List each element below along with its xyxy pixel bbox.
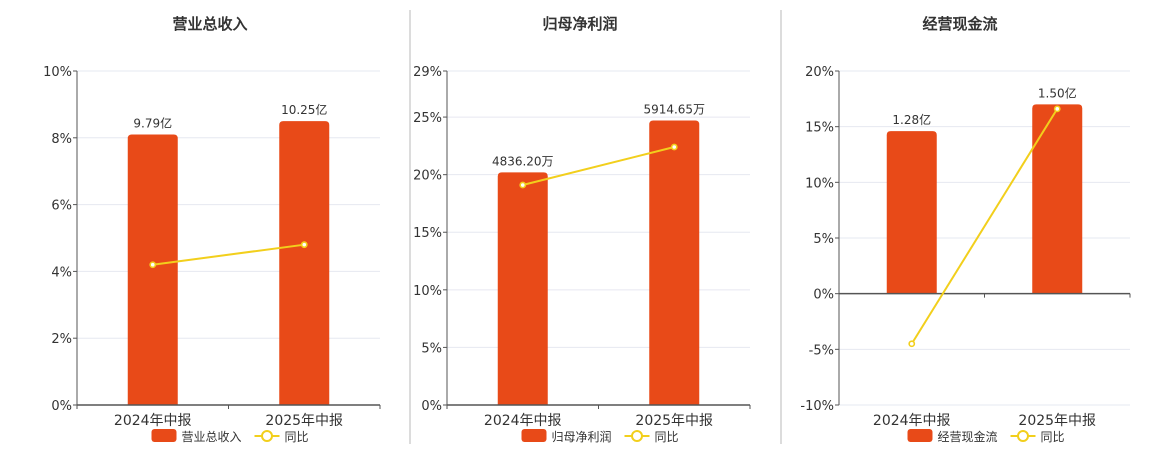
- y-tick-label: 10%: [413, 284, 442, 299]
- chart-title: 经营现金流: [922, 15, 997, 33]
- y-tick-label: 0%: [51, 399, 72, 414]
- legend-bar-swatch: [151, 429, 177, 442]
- y-tick-label: 10%: [805, 176, 834, 191]
- legend-bar-swatch: [907, 429, 933, 442]
- series-line: [910, 108, 1059, 345]
- y-tick-label: 5%: [421, 341, 442, 356]
- bar: [127, 134, 178, 405]
- line-point: [519, 181, 527, 189]
- y-tick-label: 25%: [413, 111, 442, 126]
- line-point: [300, 241, 308, 249]
- y-tick-label: 15%: [805, 121, 834, 136]
- y-tick-label: 0%: [421, 399, 442, 414]
- x-tick-label: 2024年中报: [873, 413, 951, 429]
- data-label: 4836.20万: [492, 154, 554, 168]
- y-tick-label: -10%: [800, 399, 834, 414]
- bar: [1032, 104, 1083, 294]
- legend-bar-label: 归母净利润: [552, 430, 612, 444]
- data-label: 1.28亿: [892, 112, 931, 127]
- chart-title: 归母净利润: [542, 15, 617, 33]
- legend-line-label: 同比: [285, 430, 309, 444]
- legend-line-label: 同比: [655, 430, 679, 444]
- data-label: 10.25亿: [281, 102, 327, 117]
- series-line: [522, 146, 675, 186]
- bar: [497, 172, 548, 405]
- data-label: 9.79亿: [133, 115, 172, 130]
- y-tick-label: 20%: [805, 65, 834, 80]
- bar: [886, 131, 937, 294]
- x-tick-label: 2025年中报: [635, 413, 713, 429]
- y-tick-label: 20%: [413, 169, 442, 184]
- data-label: 5914.65万: [643, 103, 705, 117]
- y-tick-label: 15%: [413, 226, 442, 241]
- legend-bar-swatch: [521, 429, 547, 442]
- legend-line-marker: [261, 430, 273, 442]
- y-tick-label: 2%: [51, 332, 72, 347]
- x-tick-label: 2025年中报: [265, 413, 343, 429]
- y-tick-label: -5%: [809, 343, 834, 358]
- y-tick-label: 4%: [51, 265, 72, 280]
- line-point: [1053, 105, 1061, 113]
- y-tick-label: 6%: [51, 199, 72, 214]
- line-point: [670, 143, 678, 151]
- data-label: 1.50亿: [1038, 85, 1077, 100]
- legend-bar-label: 营业总收入: [182, 430, 242, 444]
- y-tick-label: 5%: [813, 232, 834, 247]
- x-tick-label: 2025年中报: [1018, 413, 1096, 429]
- line-point: [908, 340, 916, 348]
- chart-title: 营业总收入: [172, 15, 247, 33]
- bar: [649, 120, 700, 405]
- series-line: [152, 243, 305, 266]
- legend-bar-label: 经营现金流: [938, 429, 998, 444]
- legend-line-marker: [1017, 430, 1029, 442]
- y-tick-label: 10%: [43, 65, 72, 80]
- y-tick-label: 8%: [51, 132, 72, 147]
- y-tick-label: 29%: [413, 65, 442, 80]
- bar: [279, 121, 330, 405]
- y-tick-label: 0%: [813, 288, 834, 303]
- legend-line-marker: [631, 430, 643, 442]
- x-tick-label: 2024年中报: [484, 413, 562, 429]
- legend-line-label: 同比: [1041, 430, 1065, 444]
- line-point: [149, 261, 157, 269]
- x-tick-label: 2024年中报: [114, 413, 192, 429]
